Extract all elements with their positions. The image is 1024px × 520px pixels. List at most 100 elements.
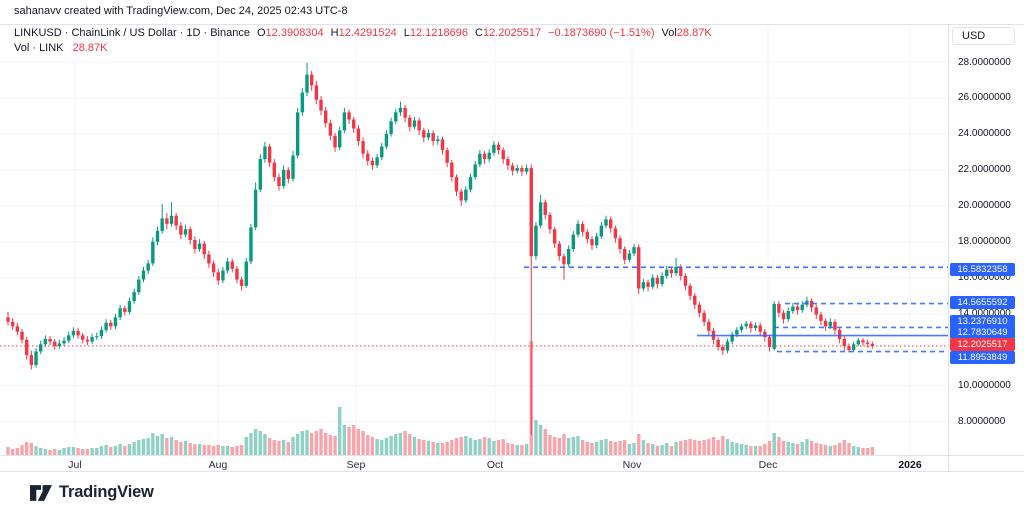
candle-body bbox=[141, 270, 146, 280]
volume-bar bbox=[510, 444, 515, 455]
candle-body bbox=[95, 336, 99, 338]
volume-bar bbox=[300, 431, 305, 455]
candle-body bbox=[646, 282, 650, 287]
volume-bar bbox=[805, 439, 809, 455]
volume-bar bbox=[230, 447, 234, 455]
volume-bar bbox=[207, 445, 211, 455]
volume-bar bbox=[314, 431, 319, 455]
volume-bar bbox=[34, 446, 38, 455]
volume-value: 28.87K bbox=[676, 27, 712, 39]
volume-bar bbox=[758, 446, 762, 455]
volume-bar bbox=[707, 439, 711, 455]
volume-bar bbox=[580, 440, 585, 455]
volume-bar bbox=[468, 438, 473, 455]
candle-body bbox=[781, 312, 786, 320]
candle-body bbox=[697, 304, 702, 313]
price-level-label[interactable]: 12.7830649 bbox=[950, 326, 1015, 339]
candle-body bbox=[431, 133, 435, 142]
volume-bar bbox=[76, 448, 80, 455]
candle-body bbox=[786, 311, 790, 320]
candle-body bbox=[795, 306, 800, 311]
currency-selector[interactable]: USD bbox=[952, 27, 1015, 45]
time-tick-label: Nov bbox=[622, 459, 642, 471]
candle-body bbox=[76, 330, 80, 336]
volume-bar bbox=[53, 449, 57, 455]
candle-body bbox=[679, 266, 683, 276]
volume-bar bbox=[253, 429, 258, 455]
candle-body bbox=[426, 133, 431, 138]
volume-bar bbox=[842, 440, 846, 455]
candle-body bbox=[599, 225, 604, 237]
candle-body bbox=[828, 321, 832, 327]
candle-body bbox=[39, 344, 43, 352]
volume-bar bbox=[165, 438, 169, 455]
candle-body bbox=[604, 219, 608, 226]
volume-bar bbox=[492, 441, 496, 455]
price-level-label[interactable]: 16.5832358 bbox=[950, 262, 1015, 276]
volume-bar bbox=[123, 446, 127, 455]
volume-label: Vol bbox=[661, 27, 677, 39]
symbol-legend[interactable]: LINKUSD · ChainLink / US Dollar · 1D · B… bbox=[14, 27, 712, 54]
candle-body bbox=[763, 331, 767, 338]
volume-bar bbox=[576, 436, 580, 455]
volume-bar bbox=[585, 442, 590, 455]
candle-body bbox=[34, 351, 38, 365]
volume-bar bbox=[426, 441, 431, 455]
volume-bar bbox=[548, 435, 552, 455]
volume-bar bbox=[823, 445, 828, 455]
price-level-label[interactable]: 11.8953849 bbox=[950, 351, 1015, 364]
volume-bar bbox=[566, 438, 571, 455]
candle-body bbox=[440, 139, 445, 151]
time-tick-label: Aug bbox=[208, 459, 228, 471]
volume-bar bbox=[725, 439, 730, 455]
candle-body bbox=[833, 321, 837, 330]
volume-bar bbox=[118, 444, 122, 455]
price-level-label[interactable]: 13.2376910 bbox=[950, 314, 1015, 328]
candle-body bbox=[627, 253, 632, 260]
volume-bar bbox=[412, 437, 417, 455]
volume-bar bbox=[132, 442, 136, 455]
volume-bar bbox=[244, 437, 248, 455]
candle-body bbox=[179, 225, 183, 235]
tradingview-logo[interactable]: TradingView bbox=[30, 483, 154, 502]
volume-bar bbox=[179, 442, 183, 455]
candle-body bbox=[15, 326, 20, 332]
candle-body bbox=[608, 219, 613, 229]
volume-bar bbox=[464, 436, 468, 455]
candle-body bbox=[230, 261, 234, 269]
candle-body bbox=[576, 223, 580, 235]
volume-bar bbox=[239, 445, 244, 455]
candle-body bbox=[791, 306, 795, 312]
candle-body bbox=[408, 117, 412, 127]
candle-body bbox=[361, 141, 365, 154]
volume-bar bbox=[160, 434, 164, 455]
candle-body bbox=[487, 152, 491, 160]
candle-body bbox=[225, 261, 230, 271]
volume-bar bbox=[534, 420, 538, 455]
volume-bar bbox=[216, 445, 220, 455]
candle-body bbox=[202, 243, 206, 255]
volume-bar bbox=[39, 448, 43, 455]
candle-body bbox=[749, 323, 753, 329]
volume-study-value: 28.87K bbox=[72, 42, 108, 54]
candle-body bbox=[197, 243, 202, 249]
candle-body bbox=[510, 165, 515, 171]
time-tick-label: Jul bbox=[68, 459, 82, 471]
volume-bar bbox=[29, 443, 34, 455]
price-tick-label: 20.0000000 bbox=[958, 200, 1011, 212]
candle-body bbox=[291, 155, 295, 179]
candle-body bbox=[384, 133, 389, 147]
candle-body bbox=[450, 162, 454, 178]
candle-body bbox=[403, 107, 407, 118]
volume-study-title[interactable]: Vol · LINK bbox=[14, 42, 64, 54]
candle-body bbox=[735, 329, 739, 335]
volume-bar bbox=[99, 446, 104, 455]
candle-body bbox=[370, 160, 375, 166]
candle-body bbox=[398, 107, 403, 113]
symbol-title[interactable]: LINKUSD · ChainLink / US Dollar · 1D · B… bbox=[14, 27, 250, 39]
volume-bar bbox=[763, 444, 767, 455]
volume-bar bbox=[496, 440, 501, 455]
price-level-label[interactable]: 14.5655592 bbox=[950, 296, 1015, 309]
volume-bar bbox=[202, 445, 206, 455]
